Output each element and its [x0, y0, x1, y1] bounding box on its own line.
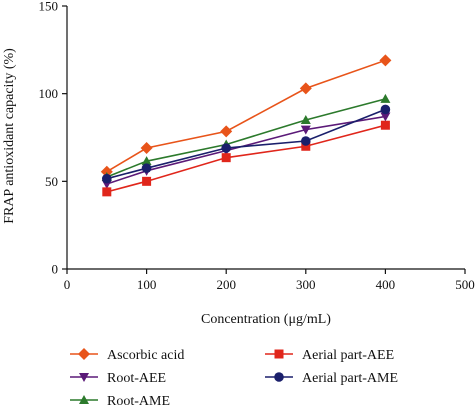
data-point — [221, 153, 231, 163]
x-tick-label: 500 — [455, 277, 475, 292]
series-layer — [100, 54, 392, 197]
data-point — [221, 143, 231, 153]
series-aerial-part-ame — [102, 104, 391, 184]
data-point — [301, 136, 311, 146]
data-point — [102, 173, 112, 184]
legend-item: Aerial part-AEE — [265, 348, 394, 363]
x-tick-label: 0 — [64, 277, 71, 292]
legend-label: Aerial part-AEE — [302, 348, 394, 363]
y-ticks: 0 50 100 150 — [39, 0, 67, 277]
data-point — [380, 104, 391, 115]
data-point — [380, 93, 391, 103]
data-point — [142, 176, 152, 186]
legend-label: Root-AEE — [107, 371, 166, 386]
legend-marker — [79, 373, 89, 382]
x-axis-label: Concentration (μg/mL) — [201, 312, 331, 327]
data-point — [141, 163, 152, 173]
data-point — [300, 114, 311, 124]
legend-marker — [274, 372, 284, 382]
legend-label: Root-AME — [107, 394, 170, 409]
data-point — [141, 156, 152, 166]
y-tick-label: 150 — [39, 0, 59, 14]
data-point — [380, 120, 390, 130]
data-point — [301, 141, 311, 151]
data-point — [100, 165, 113, 178]
x-ticks: 0 100 200 300 400 500 — [64, 269, 475, 292]
legend-label: Aerial part-AME — [302, 371, 398, 386]
legend-item: Aerial part-AME — [265, 371, 398, 386]
y-tick-label: 0 — [52, 262, 59, 277]
x-tick-label: 400 — [376, 277, 396, 292]
data-point — [140, 142, 153, 155]
legend-item: Root-AME — [70, 394, 170, 409]
y-axis-label: FRAP antioxidant capacity (%) — [2, 48, 17, 224]
series-ascorbic-acid — [100, 54, 392, 178]
data-point — [102, 187, 112, 197]
data-point — [300, 125, 311, 135]
data-point — [379, 54, 392, 67]
legend-marker — [78, 348, 90, 360]
legend-label: Ascorbic acid — [107, 348, 184, 363]
data-point — [299, 82, 312, 95]
y-tick-label: 100 — [39, 86, 59, 101]
legend-item: Root-AEE — [70, 371, 166, 386]
data-point — [380, 112, 391, 122]
series-aerial-part-aee — [102, 120, 390, 197]
x-tick-label: 100 — [137, 277, 157, 292]
legend-marker — [274, 349, 284, 359]
plot-area: 0 50 100 150 0 100 200 300 400 500 — [39, 0, 475, 292]
data-point — [220, 125, 233, 138]
legend-marker — [79, 395, 89, 404]
x-tick-label: 200 — [216, 277, 236, 292]
legend: Ascorbic acid Root-AEE Root-AME Aerial part… — [70, 348, 398, 409]
y-tick-label: 50 — [45, 174, 58, 189]
legend-item: Ascorbic acid — [70, 348, 184, 363]
x-tick-label: 300 — [296, 277, 316, 292]
